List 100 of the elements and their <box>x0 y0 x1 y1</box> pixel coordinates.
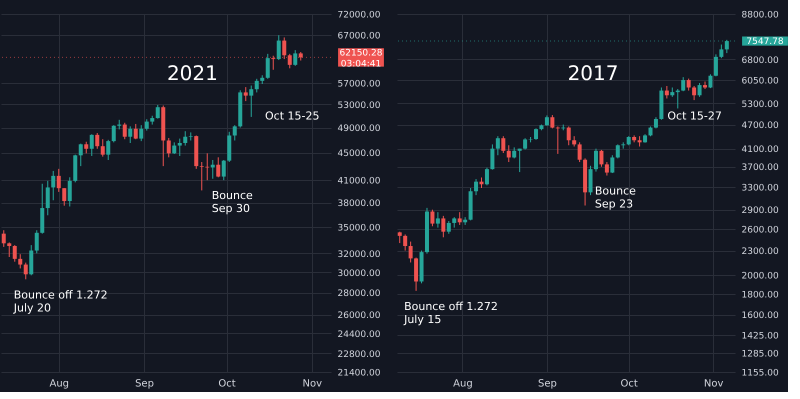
candlestick <box>506 144 511 163</box>
candlestick <box>222 159 226 181</box>
candlestick <box>588 165 593 196</box>
candlestick <box>446 220 451 234</box>
candlestick <box>210 159 215 180</box>
candlestick <box>90 134 94 156</box>
candlestick <box>200 162 204 191</box>
y-tick-label: 24400.00 <box>338 330 381 340</box>
x-tick-label: Oct <box>218 378 236 390</box>
candlestick <box>616 144 620 159</box>
candlestick <box>512 146 516 159</box>
candlestick <box>282 36 286 60</box>
candlestick <box>480 177 484 188</box>
candlestick <box>566 126 571 146</box>
candlestick <box>572 136 576 148</box>
candlestick <box>676 88 680 109</box>
x-tick-label: Sep <box>538 378 557 390</box>
candlestick <box>414 257 418 292</box>
candlestick <box>166 137 171 158</box>
y-tick-label: 49000.00 <box>338 124 381 134</box>
x-tick-label: Aug <box>49 378 70 390</box>
candlestick <box>534 128 538 140</box>
candlestick <box>714 54 718 77</box>
y-tick-label: 3300.00 <box>742 183 779 194</box>
candlestick <box>474 178 478 196</box>
candlestick <box>692 85 696 101</box>
y-tick-label: 2600.00 <box>742 225 779 236</box>
candlestick <box>594 148 598 172</box>
text: 2017 <box>568 61 618 85</box>
candlestick <box>724 39 729 54</box>
candlestick <box>698 82 702 98</box>
candlestick <box>523 138 528 150</box>
x-tick-label: Oct <box>620 378 638 390</box>
candlestick <box>578 142 582 163</box>
y-tick-label: 8800.00 <box>742 10 779 20</box>
candlestick <box>271 55 276 70</box>
candlestick <box>134 123 138 140</box>
y-tick-label: 1600.00 <box>742 311 779 322</box>
candlestick <box>670 87 674 98</box>
candlestick <box>398 231 402 244</box>
candlestick <box>452 216 456 228</box>
candlestick <box>183 130 188 146</box>
y-tick-label: 4700.00 <box>742 121 779 132</box>
candlestick <box>556 126 560 154</box>
y-tick-label: 67000.00 <box>338 32 381 42</box>
candlestick <box>7 242 12 258</box>
candlestick <box>18 254 22 269</box>
candlestick <box>144 118 149 132</box>
y-tick-label: 21400.00 <box>338 368 381 378</box>
x-tick-label: Nov <box>704 378 724 390</box>
candlestick <box>288 53 292 69</box>
candlestick <box>441 215 446 238</box>
candlestick <box>46 180 50 216</box>
candlestick <box>293 50 298 66</box>
candlestick <box>78 143 83 167</box>
candlestick <box>117 119 122 130</box>
candlestick <box>12 244 17 262</box>
y-tick-label: 6050.00 <box>742 76 779 87</box>
candlestick <box>244 86 248 102</box>
y-tick-label: 3700.00 <box>742 163 779 174</box>
candlestick <box>528 136 533 143</box>
y-tick-label: 1285.00 <box>742 350 779 360</box>
y-tick-label: 28000.00 <box>338 289 381 300</box>
candlestick <box>122 122 127 140</box>
candlestick <box>496 136 500 156</box>
candlestick <box>56 168 61 192</box>
candlestick <box>112 124 116 143</box>
candlestick <box>178 138 182 156</box>
x-tick-label: Nov <box>302 378 322 390</box>
y-tick-label: 1155.00 <box>742 368 779 378</box>
candlestick <box>62 188 66 206</box>
y-tick-label: 45000.00 <box>338 149 381 160</box>
candlestick <box>100 138 105 158</box>
candlestick <box>458 212 462 226</box>
y-tick-label: 5300.00 <box>742 100 779 110</box>
y-tick-label: 2900.00 <box>742 206 779 216</box>
candlestick <box>276 34 281 61</box>
candlestick <box>68 176 72 207</box>
y-tick-label: 35000.00 <box>338 223 381 234</box>
candlestick <box>648 126 652 137</box>
candlestick <box>681 76 686 92</box>
candlestick <box>604 162 609 176</box>
candlestick <box>626 136 631 146</box>
candlestick <box>232 124 237 141</box>
candlestick <box>518 148 522 173</box>
y-tick-label: 2300.00 <box>742 247 779 258</box>
candlestick <box>664 85 669 99</box>
candlestick <box>484 167 489 186</box>
candlestick <box>106 139 110 160</box>
candlestick <box>686 78 691 92</box>
candlestick <box>638 136 642 148</box>
y-tick-label: 2000.00 <box>742 272 779 282</box>
candlestick <box>254 78 259 93</box>
x-tick-label: Aug <box>453 378 473 390</box>
candlestick <box>34 230 39 254</box>
candlestick <box>2 230 6 248</box>
candlestick <box>501 136 506 154</box>
candlestick <box>156 104 160 120</box>
candlestick <box>599 149 604 168</box>
annotation: Bounce off 1.272 July 20 <box>12 288 108 314</box>
